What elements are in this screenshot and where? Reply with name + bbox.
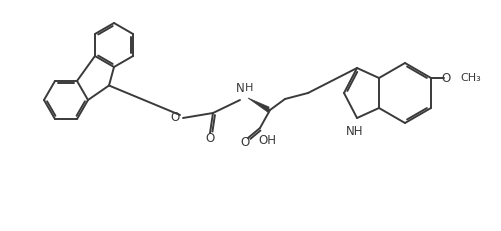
Text: O: O: [205, 131, 214, 145]
Text: N: N: [235, 82, 244, 95]
Text: NH: NH: [346, 125, 363, 138]
Polygon shape: [247, 98, 269, 113]
Text: O: O: [240, 137, 249, 149]
Text: O: O: [170, 112, 179, 125]
Text: H: H: [244, 83, 253, 93]
Text: O: O: [440, 72, 450, 85]
Text: OH: OH: [258, 134, 276, 146]
Text: CH₃: CH₃: [459, 73, 480, 83]
